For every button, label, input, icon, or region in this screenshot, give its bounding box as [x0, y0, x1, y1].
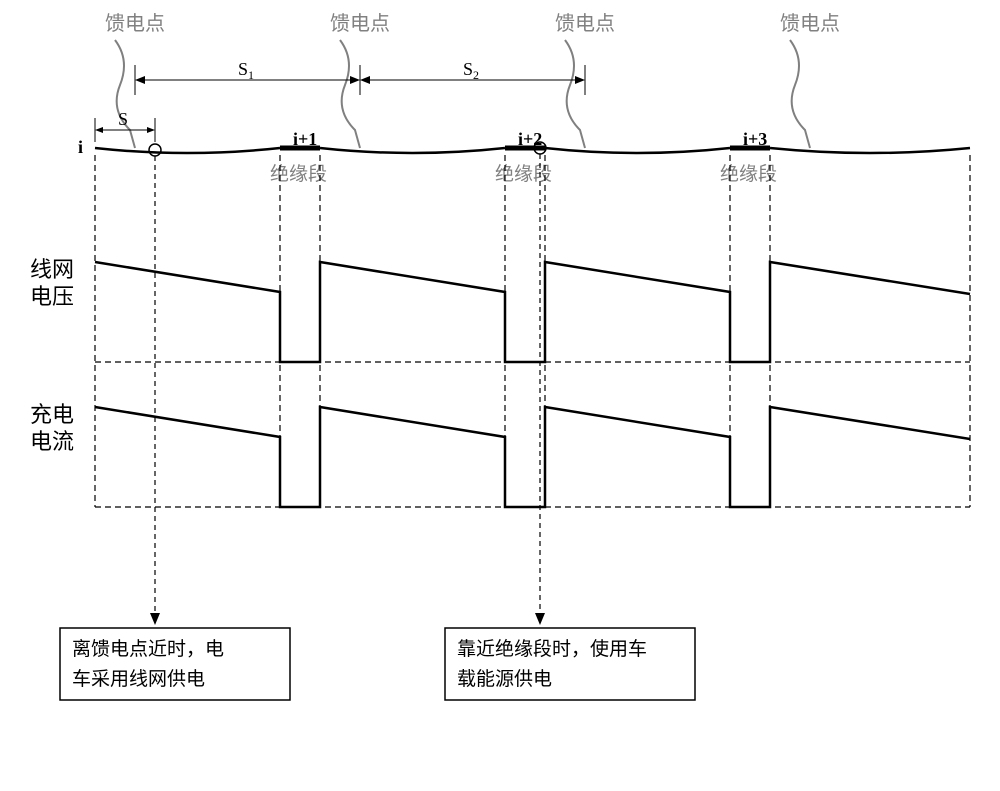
diagram-svg: 馈电点 馈电点 馈电点 馈电点 S1 S2 S i i+1	[0, 0, 1000, 791]
insulation-label-1: 绝缘段	[270, 163, 327, 185]
arrow	[360, 76, 370, 84]
arrow	[350, 76, 360, 84]
arrow	[575, 76, 585, 84]
span-1	[95, 148, 280, 153]
arrow	[147, 127, 155, 133]
node-i: i	[78, 137, 83, 157]
callout-1-arrow	[150, 613, 160, 625]
diagram-root: 馈电点 馈电点 馈电点 馈电点 S1 S2 S i i+1	[0, 0, 1000, 791]
span-4	[770, 148, 970, 153]
voltage-label-1: 线网	[30, 257, 74, 282]
voltage-waveform	[95, 262, 970, 362]
voltage-panel: 线网 电压	[30, 257, 970, 362]
callout-2-text-1: 靠近绝缘段时，使用车	[457, 638, 647, 660]
current-waveform	[95, 407, 970, 507]
arrow	[95, 127, 103, 133]
arrow	[135, 76, 145, 84]
voltage-label-2: 电压	[30, 284, 74, 309]
feed-wire-1	[115, 40, 135, 148]
current-panel: 充电 电流	[30, 402, 970, 507]
feed-wire-2	[340, 40, 360, 148]
callout-2-arrow	[535, 613, 545, 625]
marker-1	[149, 144, 161, 156]
callout-1-text-2: 车采用线网供电	[72, 668, 205, 690]
span-3	[545, 148, 730, 153]
feed-wire-3	[565, 40, 585, 148]
insulation-label-2: 绝缘段	[495, 163, 552, 185]
callout-2-text-2: 载能源供电	[457, 668, 552, 690]
feed-label-4: 馈电点	[780, 12, 840, 35]
span-2	[320, 148, 505, 153]
feed-wire-4	[790, 40, 810, 148]
dimensions-group: S1 S2 S	[95, 59, 585, 142]
current-label-2: 电流	[30, 429, 74, 454]
callout-1-text-1: 离馈电点近时，电	[72, 638, 224, 660]
callout-2: 靠近绝缘段时，使用车 载能源供电	[445, 154, 695, 700]
dim-s-label: S	[118, 109, 128, 129]
feed-label-3: 馈电点	[555, 12, 615, 35]
catenary-group: i i+1 i+2 i+3 绝缘段 绝缘段 绝缘段	[78, 129, 970, 185]
insulation-label-3: 绝缘段	[720, 163, 777, 185]
feed-label-2: 馈电点	[330, 12, 390, 35]
dim-s2-label: S2	[463, 59, 479, 82]
vertical-guides	[95, 155, 970, 507]
feed-label-1: 馈电点	[105, 12, 165, 35]
dim-s1-label: S1	[238, 59, 254, 82]
current-label-1: 充电	[30, 402, 74, 427]
